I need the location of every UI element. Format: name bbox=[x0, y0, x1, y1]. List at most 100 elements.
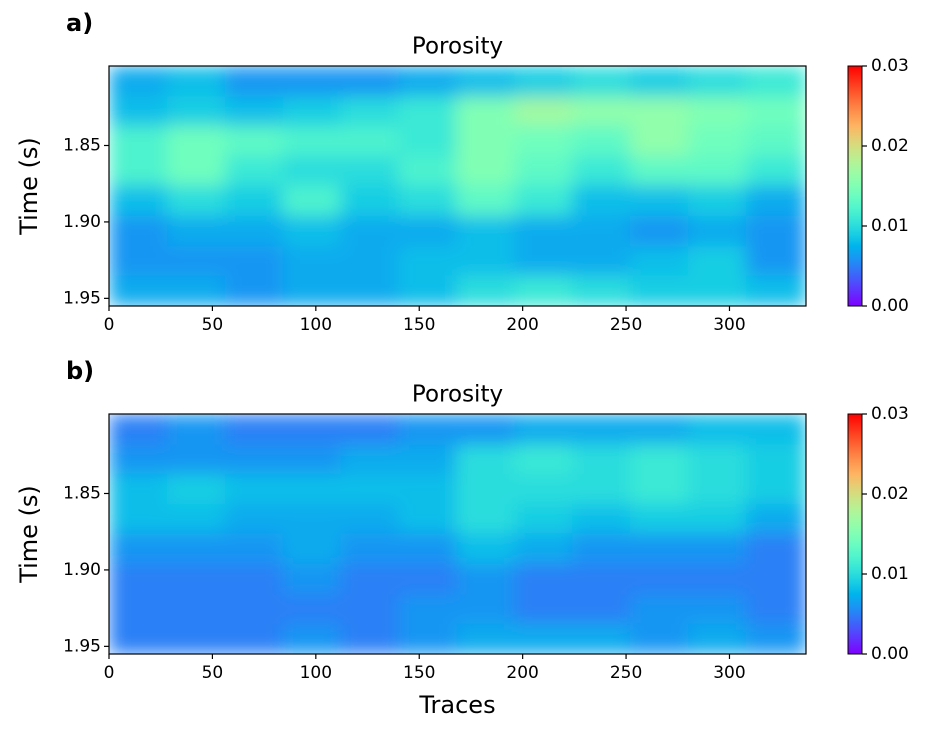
chart-title: Porosity bbox=[412, 382, 503, 408]
colorbar bbox=[847, 413, 863, 655]
y-tick-label: 1.85 bbox=[63, 483, 101, 503]
heatmap-cell bbox=[456, 533, 515, 565]
heatmap-cell bbox=[746, 594, 806, 624]
heatmap-cell bbox=[282, 125, 342, 157]
heatmap-cell bbox=[746, 275, 806, 306]
heatmap-cell bbox=[630, 125, 689, 157]
heatmap-cell bbox=[572, 623, 631, 654]
heatmap-cell bbox=[456, 125, 515, 157]
heatmap-cell bbox=[456, 623, 515, 654]
heatmap-cell bbox=[746, 66, 806, 98]
heatmap-cell bbox=[224, 594, 284, 624]
heatmap-cells bbox=[109, 414, 806, 654]
heatmap-cell bbox=[456, 96, 515, 127]
heatmap-cell bbox=[398, 473, 457, 505]
heatmap-cell bbox=[340, 533, 400, 565]
heatmap-cell bbox=[282, 185, 342, 217]
x-tick-label: 200 bbox=[506, 663, 538, 683]
heatmap-cell bbox=[166, 623, 226, 654]
heatmap-cell bbox=[456, 444, 515, 475]
heatmap-cell bbox=[688, 473, 747, 505]
heatmap-cell bbox=[166, 533, 226, 565]
y-tick-label: 1.90 bbox=[63, 212, 101, 232]
heatmap-cell bbox=[514, 444, 573, 475]
heatmap-cell bbox=[224, 156, 284, 186]
heatmap bbox=[109, 66, 806, 306]
colorbar-tick-label: 0.00 bbox=[871, 644, 909, 664]
heatmap-cell bbox=[514, 594, 573, 624]
heatmap-cell bbox=[282, 533, 342, 565]
heatmap-cell bbox=[398, 215, 457, 247]
heatmap-cell bbox=[340, 275, 400, 306]
heatmap-cell bbox=[224, 623, 284, 654]
colorbar-tick-label: 0.00 bbox=[871, 296, 909, 316]
heatmap-cell bbox=[456, 246, 515, 276]
heatmap-cell bbox=[456, 473, 515, 505]
heatmap-cell bbox=[688, 96, 747, 127]
y-axis-label: Time (s) bbox=[15, 485, 43, 584]
heatmap-cell bbox=[166, 156, 226, 186]
x-axis-label: Traces bbox=[418, 691, 495, 719]
heatmap-cell bbox=[572, 594, 631, 624]
heatmap-cell bbox=[282, 96, 342, 127]
heatmap-cell bbox=[224, 66, 284, 98]
axes-frame bbox=[108, 413, 807, 655]
heatmap-cell bbox=[398, 275, 457, 306]
heatmap-cell bbox=[398, 444, 457, 475]
heatmap-cell bbox=[688, 246, 747, 276]
heatmap-cell bbox=[109, 533, 168, 565]
heatmap-cell bbox=[340, 215, 400, 247]
heatmap-cell bbox=[514, 125, 573, 157]
heatmap-cell bbox=[572, 533, 631, 565]
colorbar-tick-label: 0.02 bbox=[871, 484, 909, 504]
heatmap-cell bbox=[224, 504, 284, 534]
heatmap-cell bbox=[572, 185, 631, 217]
heatmap-cell bbox=[398, 623, 457, 654]
heatmap-cell bbox=[514, 66, 573, 98]
heatmap-cell bbox=[282, 414, 342, 446]
heatmap-cell bbox=[514, 414, 573, 446]
heatmap-cell bbox=[514, 246, 573, 276]
heatmap-cell bbox=[224, 125, 284, 157]
x-tick-label: 150 bbox=[403, 315, 435, 335]
heatmap-cell bbox=[109, 156, 168, 186]
heatmap-cell bbox=[282, 504, 342, 534]
heatmap-cell bbox=[224, 215, 284, 247]
heatmap-cell bbox=[109, 623, 168, 654]
heatmap-cell bbox=[456, 414, 515, 446]
heatmap-cell bbox=[109, 185, 168, 217]
colorbar-tick-label: 0.02 bbox=[871, 136, 909, 156]
heatmap-cell bbox=[514, 504, 573, 534]
heatmap-cell bbox=[514, 215, 573, 247]
heatmap-cell bbox=[630, 594, 689, 624]
heatmap-cell bbox=[630, 185, 689, 217]
panel-label: b) bbox=[66, 357, 94, 385]
x-tick-label: 0 bbox=[104, 315, 115, 335]
heatmap-cell bbox=[688, 156, 747, 186]
heatmap-cell bbox=[166, 96, 226, 127]
heatmap-cell bbox=[282, 594, 342, 624]
heatmap-cell bbox=[456, 215, 515, 247]
heatmap-cell bbox=[572, 246, 631, 276]
heatmap-cell bbox=[746, 215, 806, 247]
heatmap-cell bbox=[688, 215, 747, 247]
heatmap-cell bbox=[688, 66, 747, 98]
axes-frame bbox=[108, 65, 807, 307]
heatmap-cell bbox=[398, 156, 457, 186]
heatmap-cell bbox=[166, 246, 226, 276]
heatmap-cell bbox=[224, 444, 284, 475]
heatmap-cell bbox=[109, 594, 168, 624]
heatmap-cell bbox=[340, 96, 400, 127]
heatmap-cell bbox=[630, 215, 689, 247]
heatmap-cell bbox=[572, 96, 631, 127]
x-tick-label: 100 bbox=[300, 315, 332, 335]
heatmap-cell bbox=[746, 125, 806, 157]
heatmap-cell bbox=[746, 563, 806, 595]
heatmap-cell bbox=[746, 156, 806, 186]
heatmap-cell bbox=[340, 563, 400, 595]
heatmap-cell bbox=[224, 563, 284, 595]
heatmap-cell bbox=[746, 246, 806, 276]
heatmap-cell bbox=[282, 473, 342, 505]
y-tick-label: 1.85 bbox=[63, 135, 101, 155]
heatmap-cell bbox=[688, 504, 747, 534]
